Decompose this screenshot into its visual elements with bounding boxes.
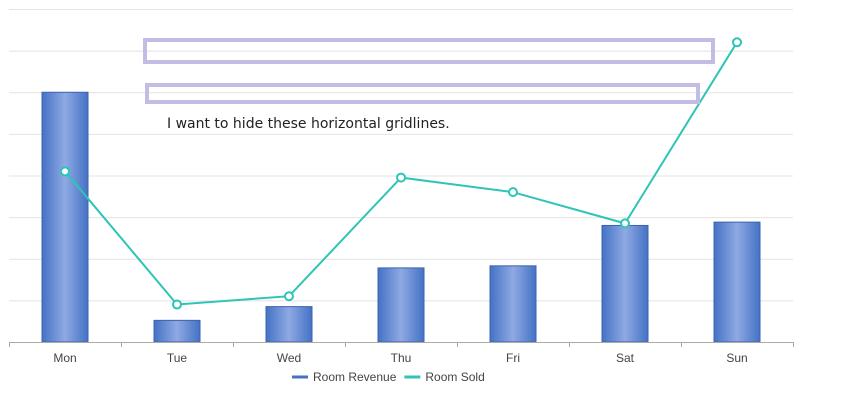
x-tick-label: Tue (167, 351, 188, 365)
revenue-bar (489, 265, 537, 343)
legend-label: Room Sold (425, 370, 484, 384)
room-sold-line (60, 37, 742, 310)
x-tick-label: Thu (391, 351, 412, 365)
room-sold-point (508, 187, 518, 198)
x-axis (9, 342, 794, 347)
room-sold-point (396, 172, 406, 183)
revenue-bar (265, 306, 313, 343)
x-tick-label: Fri (506, 351, 520, 365)
x-tick-label: Sun (726, 351, 747, 365)
revenue-bar (713, 221, 761, 343)
legend-label: Room Revenue (313, 370, 397, 384)
gridline-highlight-box (145, 83, 700, 104)
room-sold-point (172, 299, 182, 310)
revenue-bar (41, 91, 89, 343)
room-sold-point (284, 291, 294, 302)
revenue-bar (153, 319, 201, 343)
room-sold-point (620, 218, 630, 229)
revenue-bars (41, 91, 761, 343)
x-tick-label: Mon (53, 351, 76, 365)
room-sold-point (60, 166, 70, 177)
gridline-highlight-box (143, 38, 715, 64)
x-tick-labels: Mon Tue Wed Thu Fri Sat Sun (53, 351, 747, 365)
revenue-bar (377, 267, 425, 343)
x-tick-label: Sat (616, 351, 635, 365)
room-sold-point (732, 37, 742, 48)
annotation-text: I want to hide these horizontal gridline… (167, 116, 450, 132)
revenue-bar (601, 224, 649, 343)
x-tick-label: Wed (277, 351, 301, 365)
legend: Room Revenue Room Sold (292, 370, 485, 384)
